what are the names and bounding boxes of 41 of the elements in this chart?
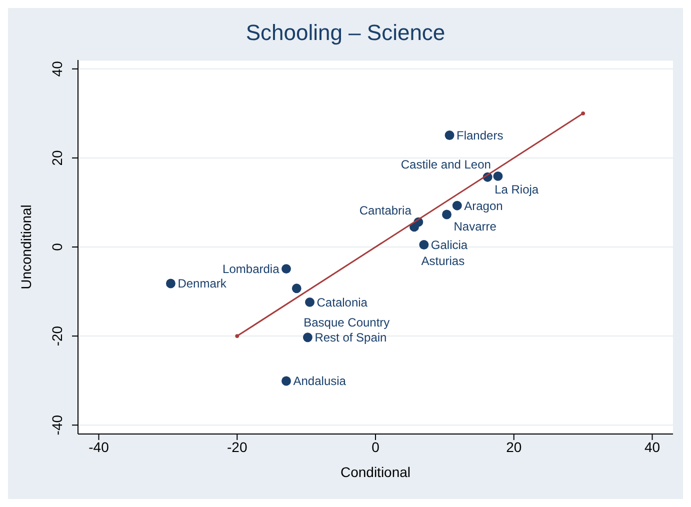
point [166, 278, 176, 288]
annotation: Castile and Leon [400, 157, 491, 172]
annotation: Flanders [456, 128, 504, 142]
y-tick-label: -40 [49, 414, 65, 436]
point [444, 130, 454, 140]
annotation: Asturias [421, 254, 465, 268]
x-tick-label: 0 [372, 438, 380, 455]
annotation: Basque Country [304, 316, 390, 330]
annotation: Catalonia [316, 295, 368, 310]
annotation: La Rioja [494, 182, 539, 196]
annotation: Aragon [464, 198, 503, 213]
point [302, 332, 312, 342]
x-tick-label: 20 [506, 438, 522, 455]
annotation: Lombardia [222, 262, 280, 276]
x-tick-label: 40 [644, 438, 660, 455]
point [305, 298, 314, 307]
point [282, 264, 291, 274]
point [442, 210, 452, 220]
point [292, 284, 302, 294]
y-axis-title: Unconditional [18, 204, 34, 290]
annotation: Andalusia [293, 374, 346, 388]
point [419, 240, 429, 250]
annotation: Cantabria [359, 203, 412, 218]
point [581, 111, 586, 116]
annotation: Denmark [178, 276, 228, 291]
annotation: Galicia [430, 238, 468, 252]
x-tick-label: -20 [227, 438, 248, 455]
point [282, 376, 291, 386]
point [452, 200, 462, 210]
y-tick-label: 20 [49, 150, 65, 166]
x-tick-label: -40 [88, 438, 110, 455]
y-tick-label: -20 [49, 326, 65, 346]
y-tick-label: 0 [49, 242, 65, 251]
annotation: Navarre [454, 220, 497, 234]
annotation: Rest of Spain [314, 330, 387, 345]
y-tick-label: 40 [49, 60, 65, 77]
chart-title: Schooling – Science [244, 19, 446, 47]
point [410, 222, 419, 232]
x-axis-title: Conditional [340, 464, 411, 480]
point [493, 171, 503, 181]
point [235, 334, 240, 338]
